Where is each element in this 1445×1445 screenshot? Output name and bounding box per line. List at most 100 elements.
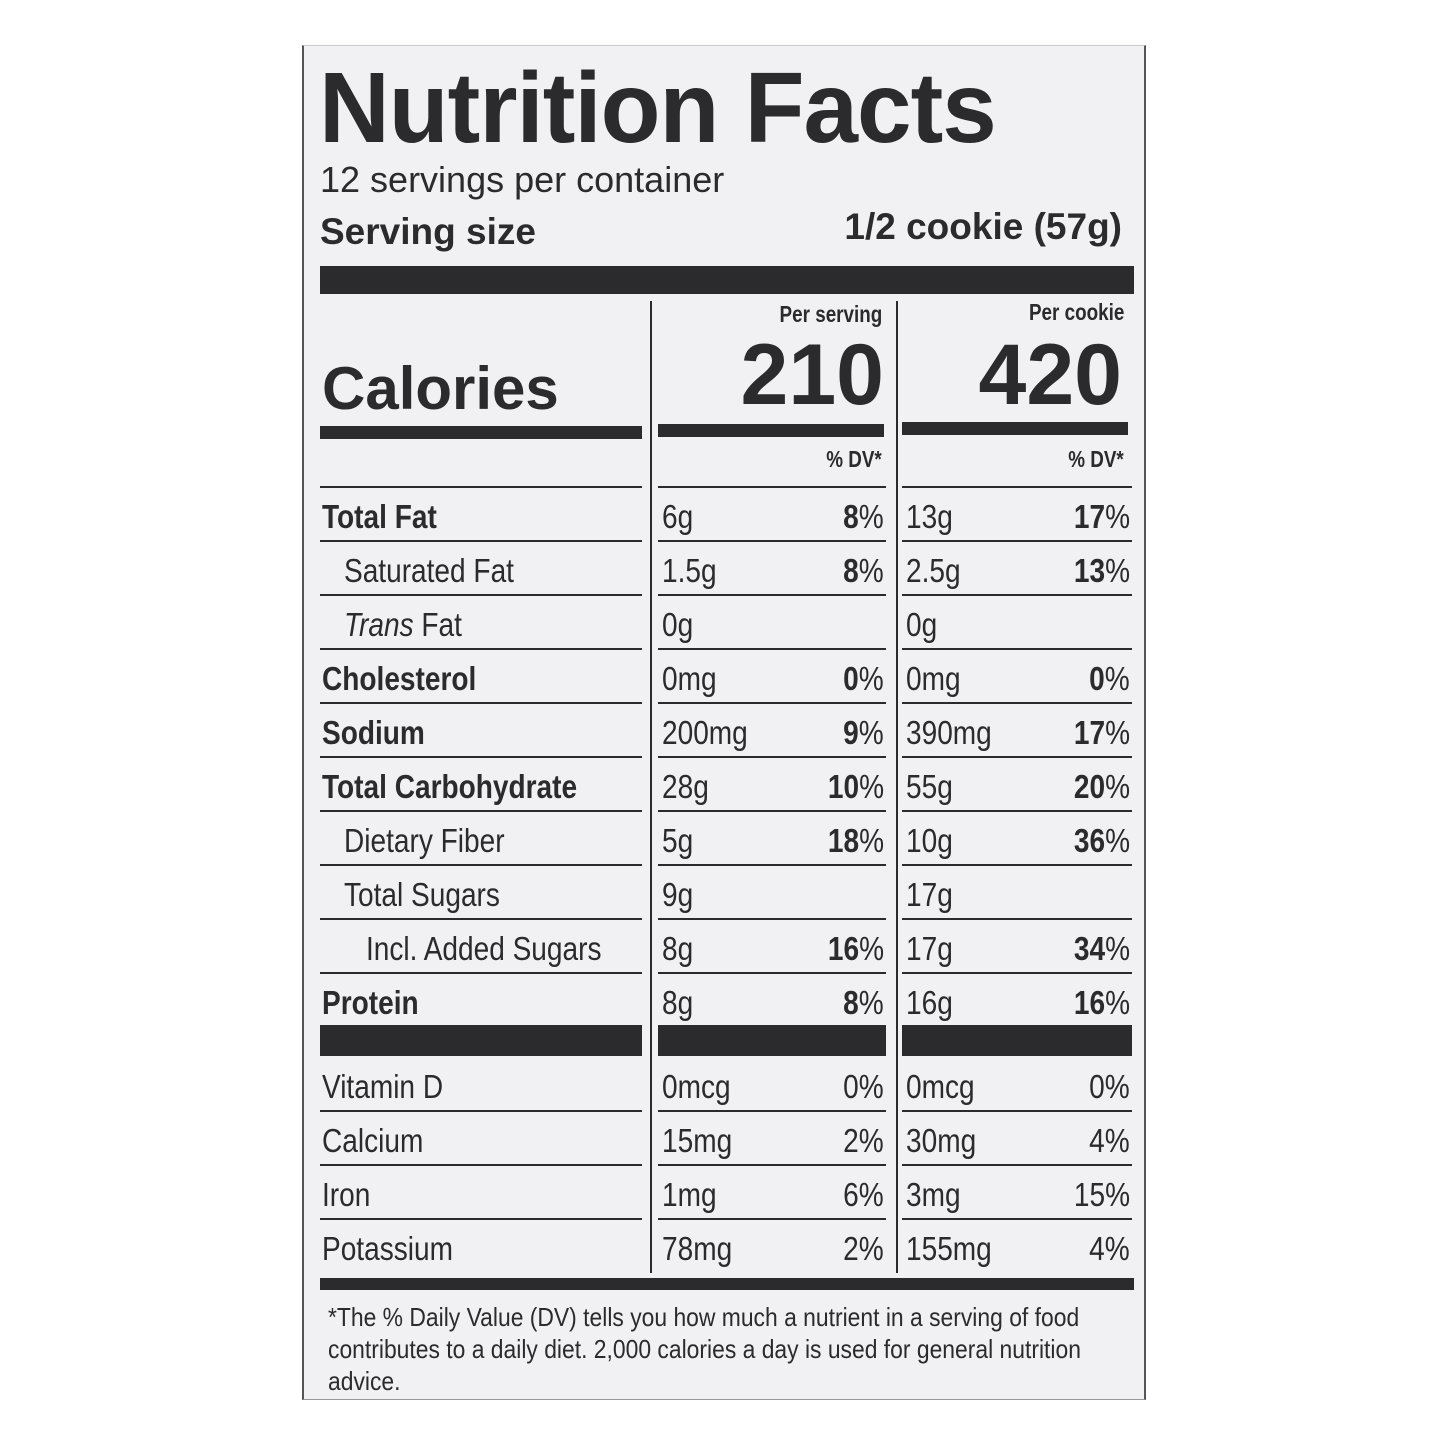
- dv-per-cookie: 34%: [1074, 930, 1130, 968]
- nutrient-name: Protein: [322, 984, 419, 1022]
- nutrient-row: Incl. Added Sugars 8g 16% 17g 34%: [304, 920, 1144, 974]
- nutrient-name: Total Carbohydrate: [322, 768, 577, 806]
- nutrient-name: Total Fat: [322, 498, 437, 536]
- dv-number: 17: [1073, 498, 1106, 535]
- row-divider: [658, 810, 886, 812]
- amount-per-serving: 15mg: [662, 1122, 733, 1159]
- per-cookie-header: Per cookie: [1008, 299, 1124, 326]
- amount-per-serving: 1mg: [662, 1176, 717, 1213]
- amount-per-cookie: 55g: [906, 768, 953, 805]
- row-divider: [902, 918, 1132, 920]
- per-serving-header-text: Per serving: [779, 301, 882, 327]
- row-divider: [902, 756, 1132, 758]
- nutrient-row: Saturated Fat 1.5g 8% 2.5g 13%: [304, 542, 1144, 596]
- dv-per-cookie: 36%: [1074, 822, 1130, 860]
- amount-per-cookie: 10g: [906, 822, 953, 859]
- percent-sign: %: [859, 660, 884, 697]
- thick-divider: [320, 1278, 1134, 1290]
- percent-sign: %: [1105, 714, 1130, 751]
- amount-per-cookie: 16g: [906, 984, 953, 1021]
- amount-per-cookie: 390mg: [906, 714, 992, 751]
- dv-per-cookie: 0%: [1089, 1068, 1130, 1105]
- dv-per-serving: 0%: [843, 1068, 884, 1105]
- amount-per-serving: 78mg: [662, 1230, 733, 1267]
- amount-per-cookie: 0mg: [906, 660, 961, 697]
- dv-number: 8: [843, 552, 860, 589]
- dv-per-serving: 0%: [843, 660, 884, 698]
- serving-size-label: Serving size: [320, 211, 536, 252]
- amount-per-cookie: 2.5g: [906, 552, 961, 589]
- percent-sign: %: [859, 984, 884, 1021]
- thick-divider: [320, 1025, 642, 1056]
- row-divider: [658, 1110, 886, 1112]
- label-title: Nutrition Facts: [319, 52, 997, 164]
- amount-per-cookie: 155mg: [906, 1230, 992, 1267]
- nutrient-name-text: Total Sugars: [344, 876, 500, 913]
- dv-per-serving: 8%: [843, 552, 884, 590]
- dv-number: 8: [843, 498, 860, 535]
- percent-sign: %: [1105, 552, 1130, 589]
- nutrient-name: Cholesterol: [322, 660, 476, 698]
- row-divider: [320, 1110, 642, 1112]
- dv-per-serving: 2%: [843, 1230, 884, 1267]
- nutrient-name-text: Saturated Fat: [344, 552, 514, 589]
- amount-per-cookie: 0g: [906, 606, 938, 643]
- nutrient-row: Trans Fat 0g 0g: [304, 596, 1144, 650]
- amount-per-cookie: 13g: [906, 498, 953, 535]
- medium-divider: [658, 424, 884, 437]
- row-divider: [658, 702, 886, 704]
- percent-sign: %: [1105, 930, 1130, 967]
- row-divider: [658, 1164, 886, 1166]
- nutrient-name: Trans Fat: [344, 606, 462, 644]
- dv-number: 18: [827, 822, 860, 859]
- dv-header-serving: % DV*: [814, 446, 882, 473]
- row-divider: [658, 864, 886, 866]
- dv-number: 10: [827, 768, 860, 805]
- amount-per-serving: 8g: [662, 930, 694, 967]
- nutrient-name-text: Protein: [322, 984, 419, 1021]
- amount-per-serving: 1.5g: [662, 552, 717, 589]
- row-divider: [320, 702, 642, 704]
- dv-number: 34: [1073, 930, 1106, 967]
- amount-per-serving: 0mcg: [662, 1068, 731, 1105]
- amount-per-cookie: 30mg: [906, 1122, 977, 1159]
- nutrient-name-text: Potassium: [322, 1230, 453, 1267]
- per-serving-header: Per serving: [757, 301, 882, 328]
- nutrition-facts-label: Nutrition Facts 12 servings per containe…: [302, 45, 1146, 1400]
- nutrient-name-italic: Trans: [344, 606, 414, 643]
- nutrient-name-text: Iron: [322, 1176, 371, 1213]
- row-divider: [658, 540, 886, 542]
- row-divider: [320, 756, 642, 758]
- row-divider: [320, 972, 642, 974]
- nutrient-name: Incl. Added Sugars: [366, 930, 601, 968]
- nutrient-row: Total Carbohydrate 28g 10% 55g 20%: [304, 758, 1144, 812]
- row-divider: [658, 594, 886, 596]
- row-divider: [902, 486, 1132, 488]
- dv-number: 0: [843, 660, 860, 697]
- column-divider: [650, 301, 652, 1273]
- thick-divider: [658, 1025, 886, 1056]
- calories-label: Calories: [322, 355, 559, 422]
- nutrient-row: Total Fat 6g 8% 13g 17%: [304, 488, 1144, 542]
- dv-number: 0: [1089, 660, 1106, 697]
- row-divider: [658, 648, 886, 650]
- amount-per-cookie: 3mg: [906, 1176, 961, 1213]
- percent-sign: %: [859, 768, 884, 805]
- nutrient-name: Iron: [322, 1176, 370, 1214]
- dv-number: 36: [1073, 822, 1106, 859]
- nutrient-name-text: Incl. Added Sugars: [366, 930, 602, 967]
- nutrient-name: Sodium: [322, 714, 425, 752]
- nutrient-row: Total Sugars 9g 17g: [304, 866, 1144, 920]
- row-divider: [320, 648, 642, 650]
- percent-sign: %: [1105, 498, 1130, 535]
- nutrient-name-text: Fat: [413, 606, 462, 643]
- per-cookie-header-text: Per cookie: [1028, 299, 1124, 325]
- row-divider: [320, 486, 642, 488]
- row-divider: [320, 918, 642, 920]
- dv-per-serving: 2%: [843, 1122, 884, 1159]
- dv-per-cookie: 16%: [1074, 984, 1130, 1022]
- nutrient-row: Protein 8g 8% 16g 16%: [304, 974, 1144, 1028]
- dv-number: 17: [1073, 714, 1106, 751]
- dv-number: 16: [1073, 984, 1106, 1021]
- row-divider: [658, 486, 886, 488]
